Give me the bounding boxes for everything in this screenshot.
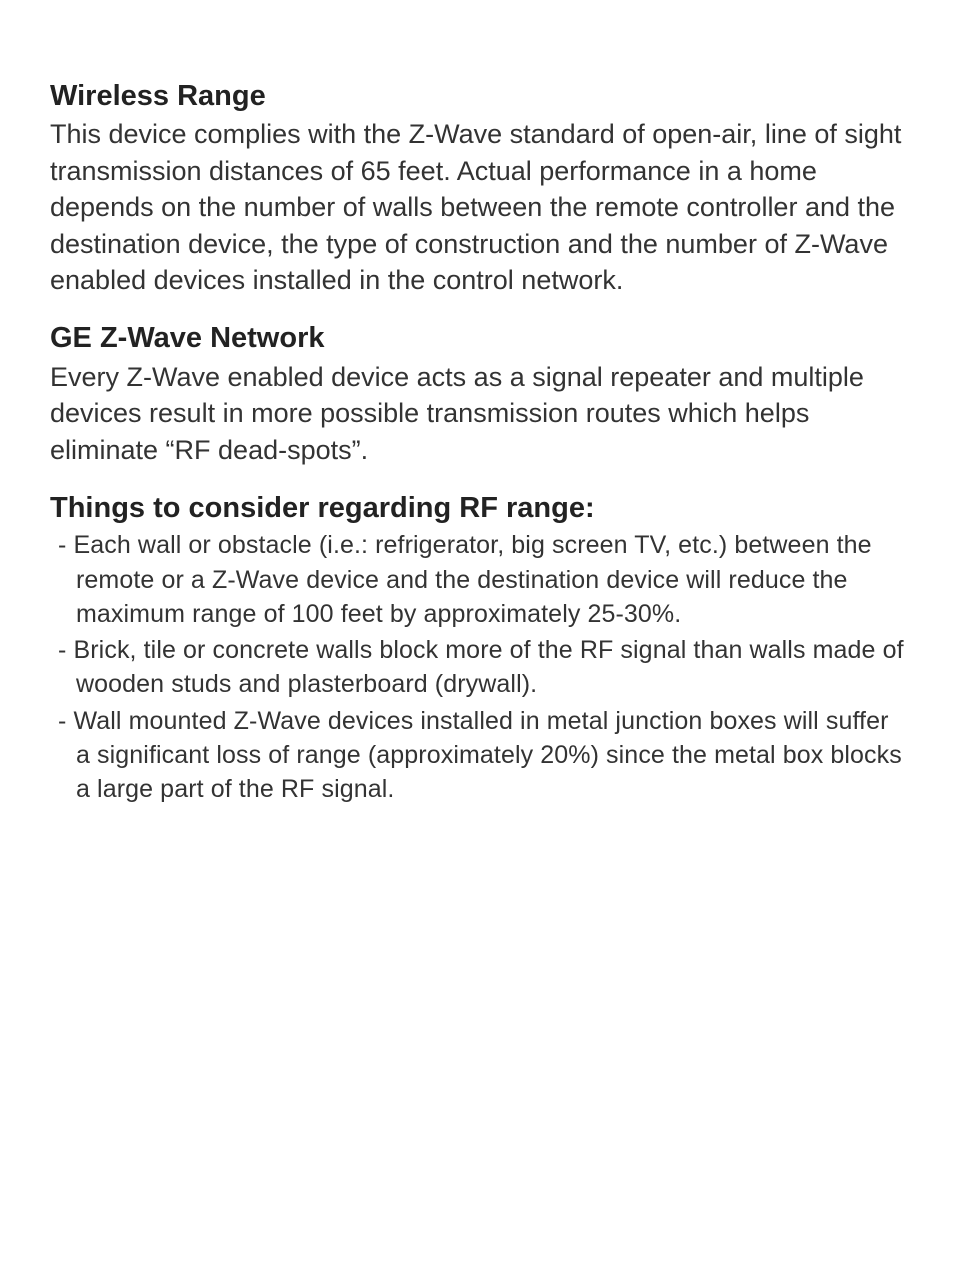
heading-rf-range: Things to consider regarding RF range: [50,490,906,526]
section-rf-range: Things to consider regarding RF range: E… [50,490,906,806]
body-ge-zwave-network: Every Z-Wave enabled device acts as a si… [50,359,906,468]
heading-wireless-range: Wireless Range [50,78,906,114]
list-item: Brick, tile or concrete walls block more… [50,633,906,702]
document-page: Wireless Range This device complies with… [0,0,954,806]
list-item: Each wall or obstacle (i.e.: refrigerato… [50,528,906,631]
section-wireless-range: Wireless Range This device complies with… [50,78,906,298]
list-item: Wall mounted Z-Wave devices installed in… [50,704,906,807]
section-ge-zwave-network: GE Z-Wave Network Every Z-Wave enabled d… [50,320,906,468]
heading-ge-zwave-network: GE Z-Wave Network [50,320,906,356]
body-wireless-range: This device complies with the Z-Wave sta… [50,116,906,298]
rf-range-list: Each wall or obstacle (i.e.: refrigerato… [50,528,906,806]
